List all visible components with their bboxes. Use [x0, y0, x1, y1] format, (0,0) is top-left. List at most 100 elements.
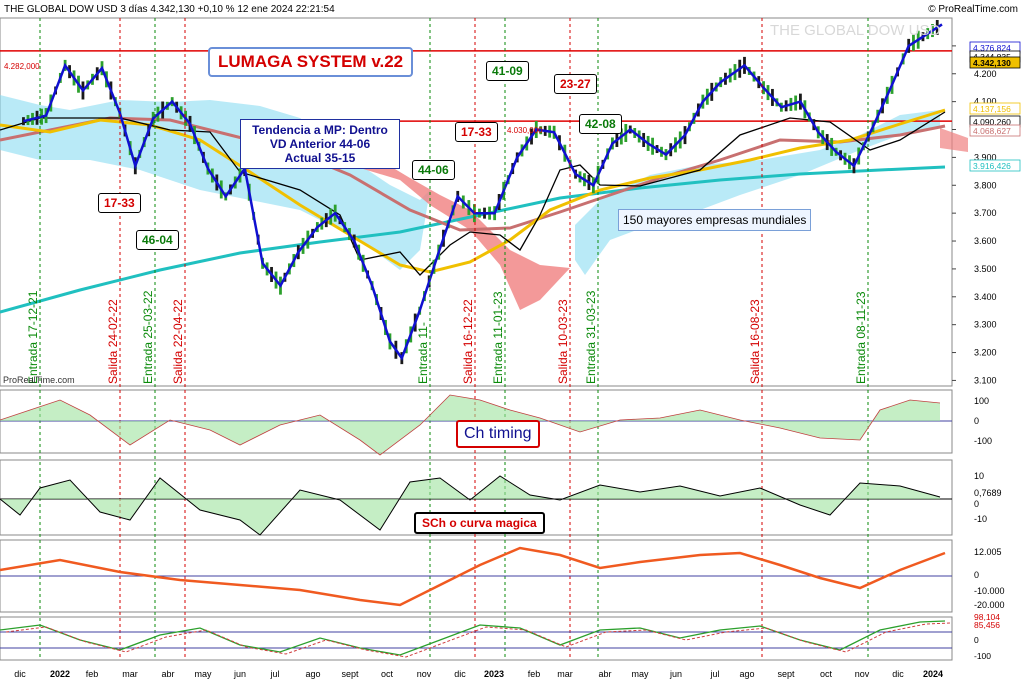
ch-timing-line — [0, 394, 941, 456]
x-tick-label: 2022 — [50, 669, 70, 679]
x-tick-label: sept — [341, 669, 359, 679]
signal-label-10: Entrada 08-11-23 — [854, 291, 868, 384]
ch-timing-area — [0, 395, 940, 455]
trend-box: Tendencia a MP: Dentro VD Anterior 44-06… — [240, 119, 400, 169]
main-panel-frame — [0, 17, 953, 387]
price-tag-label: 4.376,824 — [973, 43, 1011, 53]
x-tick-label: ago — [305, 669, 320, 679]
y-tick-label: 3.300 — [974, 320, 997, 330]
black-channel-line — [0, 111, 946, 276]
x-tick-label: 2023 — [484, 669, 504, 679]
signal-label-4: Entrada 11- — [416, 322, 430, 384]
p4-tick: 85,456 — [974, 620, 1000, 630]
tag-44-06: 44-06 — [412, 160, 455, 180]
price-tag-box — [969, 56, 1021, 69]
y-tick-label: 4.200 — [974, 69, 997, 79]
p4-tick: 98,104 — [974, 612, 1000, 622]
cloud-red-2 — [940, 128, 968, 152]
source-label: © ProRealTime.com — [928, 4, 1018, 15]
x-tick-label: jul — [269, 669, 279, 679]
p3-tick: 12.005 — [974, 547, 1002, 557]
price-tag-label: 3.916,426 — [973, 161, 1011, 171]
tag-17-33-a: 17-33 — [98, 193, 141, 213]
ch-tick: 0 — [974, 416, 979, 426]
y-tick-label: 3.100 — [974, 375, 997, 385]
x-tick-label: dic — [454, 669, 466, 679]
companies-note: 150 mayores empresas mundiales — [618, 209, 812, 231]
signal-label-1: Salida 24-02-22 — [106, 299, 120, 384]
signal-label-8: Entrada 31-03-23 — [584, 290, 598, 384]
ch-timing-label: Ch timing — [456, 420, 540, 448]
sch-label: SCh o curva magica — [414, 512, 545, 534]
x-tick-label: oct — [381, 669, 394, 679]
trend-line-2: VD Anterior 44-06 — [269, 137, 371, 151]
price-tag-label: 4.137,156 — [973, 104, 1011, 114]
copyright-label: ProRealTime.com — [3, 375, 75, 385]
yellow-ma-line — [0, 108, 946, 274]
p3-tick: 0 — [974, 570, 979, 580]
tag-17-33-b: 17-33 — [455, 122, 498, 142]
subpanel-frame-1 — [0, 459, 953, 536]
tag-46-04: 46-04 — [136, 230, 179, 250]
x-tick-label: nov — [417, 669, 432, 679]
sch-tick: 10 — [974, 471, 984, 481]
p4-tick: 0 — [974, 635, 979, 645]
x-tick-label: feb — [86, 669, 99, 679]
chart-title: THE GLOBAL DOW USD 3 días 4.342,130 +0,1… — [4, 4, 335, 15]
subpanel-frame-3 — [0, 616, 953, 661]
y-tick-label: 3.500 — [974, 264, 997, 274]
tag-23-27: 23-27 — [554, 74, 597, 94]
x-tick-label: dic — [892, 669, 904, 679]
x-tick-label: mar — [557, 669, 573, 679]
x-tick-label: oct — [820, 669, 833, 679]
x-tick-label: dic — [14, 669, 26, 679]
y-tick-label: 3.400 — [974, 292, 997, 302]
sch-line — [0, 475, 941, 536]
y-tick-label: 3.900 — [974, 152, 997, 162]
x-tick-label: jun — [669, 669, 682, 679]
x-tick-label: feb — [528, 669, 541, 679]
tag-41-09: 41-09 — [486, 61, 529, 81]
price-tag-label: 4.342,130 — [973, 58, 1011, 68]
signal-label-6: Entrada 11-01-23 — [491, 291, 505, 384]
x-tick-label: abr — [161, 669, 174, 679]
price-tag-label: 4.090,260 — [973, 117, 1011, 127]
watermark: THE GLOBAL DOW USD — [770, 22, 941, 39]
x-tick-label: may — [194, 669, 212, 679]
x-tick-label: sept — [777, 669, 795, 679]
ch-tick: 100 — [974, 396, 989, 406]
candle — [22, 117, 25, 126]
system-title-box: LUMAGA SYSTEM v.22 — [208, 47, 414, 77]
x-tick-label: nov — [855, 669, 870, 679]
signal-label-5: Salida 16-12-22 — [461, 299, 475, 384]
ch-tick: -100 — [974, 436, 992, 446]
signal-label-7: Salida 10-03-23 — [556, 299, 570, 384]
price-tag-box — [969, 124, 1021, 137]
signal-label-9: Salida 16-08-23 — [748, 299, 762, 384]
p4-line — [0, 620, 946, 656]
y-tick-label: 3.600 — [974, 236, 997, 246]
cloud-blue-2 — [575, 110, 940, 275]
sch-tick: 0,7689 — [974, 488, 1002, 498]
x-tick-label: ago — [739, 669, 754, 679]
price-tag-box — [969, 159, 1021, 172]
x-tick-label: jul — [709, 669, 719, 679]
p3-tick: -20.000 — [974, 600, 1005, 610]
x-tick-label: mar — [122, 669, 138, 679]
p4-signal-line — [5, 622, 952, 658]
price-tag-label: 4.068,627 — [973, 126, 1011, 136]
signal-label-3: Salida 22-04-22 — [171, 299, 185, 384]
signal-label-2: Entrada 25-03-22 — [141, 290, 155, 384]
y-tick-label: 4.100 — [974, 97, 997, 107]
brown-ma-line — [0, 116, 946, 232]
price-tag-box — [969, 102, 1021, 115]
signal-label-0: Entrada 17-12-21 — [26, 290, 40, 384]
trend-line-1: Tendencia a MP: Dentro — [252, 123, 388, 137]
x-tick-label: may — [631, 669, 649, 679]
cloud-red-1 — [330, 140, 570, 310]
sch-tick: 0 — [974, 499, 979, 509]
p3-line — [0, 546, 946, 607]
tag-42-08: 42-08 — [579, 114, 622, 134]
